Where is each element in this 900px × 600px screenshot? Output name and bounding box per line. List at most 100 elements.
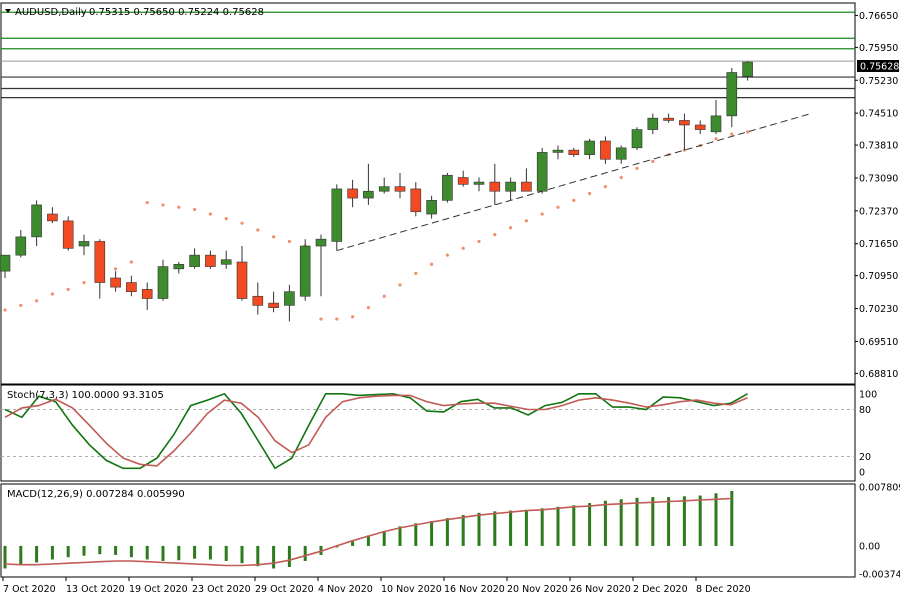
- price-tick-label: 0.70950: [859, 271, 898, 282]
- candle: [284, 284, 295, 322]
- price-tick-label: 0.75950: [859, 43, 898, 54]
- stochastic-panel: 100 80 20 0 Stoch(7,3,3) 100.0000 93.3105: [0, 384, 877, 482]
- time-tick-label: 16 Nov 2020: [444, 584, 505, 595]
- sar-dot: [556, 205, 560, 209]
- time-axis: 7 Oct 2020 13 Oct 2020 19 Oct 2020 23 Oct 2…: [2, 577, 751, 595]
- candle: [473, 177, 485, 192]
- candle-body: [189, 254, 200, 267]
- candle: [457, 170, 469, 187]
- chart-header: AUDUSD,Daily 0.75315 0.75650 0.75224 0.7…: [5, 7, 264, 18]
- candle: [710, 99, 722, 135]
- candle: [363, 163, 374, 205]
- candle-body: [205, 254, 216, 267]
- sar-dot: [524, 219, 529, 223]
- candle: [315, 234, 327, 297]
- macd-histogram-bar: [509, 510, 513, 546]
- sar-dot: [588, 191, 592, 196]
- sar-dot: [50, 292, 55, 296]
- macd-histogram-bar: [256, 545, 260, 567]
- macd-axis: 0.007809 0.00 -0.003742: [859, 483, 900, 581]
- candle-body: [442, 174, 453, 201]
- time-tick-label: 26 Nov 2020: [570, 584, 631, 595]
- current-price-label: 0.75628: [860, 62, 899, 73]
- macd-histogram-bar: [698, 495, 702, 546]
- macd-histogram-bar: [19, 545, 23, 566]
- macd-histogram-bar: [193, 545, 197, 559]
- sar-dot: [208, 212, 212, 216]
- candle-body: [31, 204, 42, 238]
- candle-body: [15, 236, 27, 256]
- macd-signal-line: [4, 497, 732, 567]
- sar-dot: [477, 239, 481, 244]
- macd-histogram-bar: [430, 521, 434, 546]
- candle: [252, 282, 264, 315]
- macd-histogram-bar: [224, 545, 228, 561]
- symbol-menu-icon[interactable]: [5, 9, 11, 13]
- candle-body: [647, 117, 659, 130]
- stoch-series-line: [4, 394, 748, 467]
- macd-histogram: [3, 491, 734, 569]
- candle-body: [663, 117, 674, 121]
- candle: [631, 127, 643, 151]
- sar-dot: [398, 283, 402, 287]
- sar-dot: [335, 317, 339, 321]
- sar-dot: [19, 303, 23, 307]
- candle: [584, 138, 595, 160]
- macd-histogram-bar: [477, 512, 481, 546]
- candle: [694, 120, 706, 135]
- stoch-levels: [1, 409, 855, 457]
- macd-histogram-bar: [445, 518, 449, 546]
- candle-body: [552, 149, 564, 153]
- sar-dot: [540, 212, 544, 216]
- time-tick-label: 19 Oct 2020: [129, 584, 188, 595]
- candle-body: [679, 120, 690, 126]
- sar-dot: [161, 203, 165, 207]
- candle-body: [126, 282, 137, 292]
- sar-dot: [177, 205, 181, 209]
- time-tick-label: 4 Nov 2020: [318, 584, 373, 595]
- candle-body: [284, 291, 295, 306]
- candle: [442, 172, 453, 203]
- candle-body: [141, 289, 153, 299]
- candle: [268, 291, 279, 313]
- candle-body: [299, 245, 311, 297]
- trendline[interactable]: [336, 113, 811, 252]
- macd-histogram-bar: [635, 497, 639, 546]
- candle: [141, 282, 153, 310]
- candle: [489, 163, 501, 205]
- candle-body: [710, 115, 722, 133]
- candle-body: [78, 241, 90, 247]
- sar-dot: [240, 221, 244, 225]
- macd-histogram-bar: [714, 493, 718, 546]
- sar-dot: [145, 201, 149, 205]
- candle: [426, 195, 437, 219]
- candle: [126, 275, 137, 297]
- sar-dot: [224, 217, 228, 221]
- sar-dot: [35, 299, 39, 303]
- candle-body: [110, 277, 121, 288]
- sar-dot: [129, 260, 133, 264]
- candle: [378, 177, 390, 194]
- time-tick-label: 23 Oct 2020: [192, 584, 251, 595]
- macd-histogram-bar: [556, 506, 560, 546]
- candle-body: [521, 181, 532, 192]
- macd-title: MACD(12,26,9) 0.007284 0.005990: [7, 489, 185, 500]
- candle-body: [347, 188, 358, 199]
- candle-body: [489, 181, 501, 192]
- macd-panel: 0.007809 0.00 -0.003742 MACD(12,26,9) 0.00…: [0, 483, 900, 581]
- macd-histogram-bar: [351, 541, 355, 546]
- candle: [347, 179, 358, 208]
- sar-dot: [366, 306, 370, 310]
- macd-histogram-bar: [114, 545, 118, 555]
- macd-histogram-bar: [493, 511, 497, 546]
- candle: [31, 200, 42, 247]
- sar-dot: [430, 262, 434, 266]
- candle-body: [426, 200, 437, 215]
- time-tick-label: 13 Oct 2020: [66, 584, 125, 595]
- sar-dot: [445, 253, 449, 257]
- macd-histogram-bar: [145, 545, 149, 560]
- sar-dot: [730, 132, 734, 136]
- time-tick-label: 2 Dec 2020: [633, 584, 688, 595]
- candle: [331, 184, 343, 251]
- stoch-series-line: [4, 392, 748, 470]
